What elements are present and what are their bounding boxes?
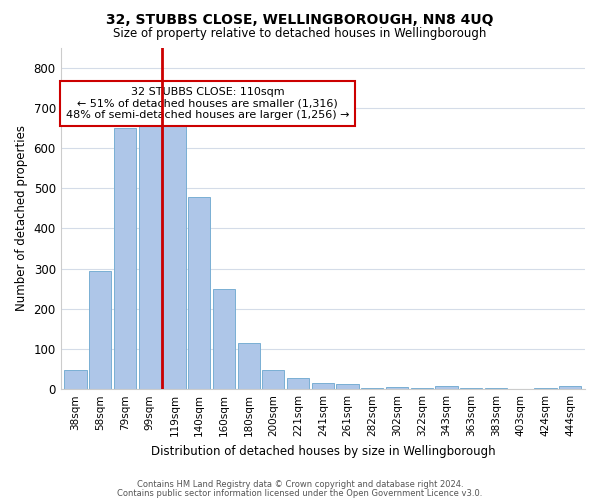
Text: 32, STUBBS CLOSE, WELLINGBOROUGH, NN8 4UQ: 32, STUBBS CLOSE, WELLINGBOROUGH, NN8 4U… — [106, 12, 494, 26]
Bar — [485, 388, 507, 389]
Bar — [213, 288, 235, 389]
Bar — [114, 128, 136, 389]
Bar — [436, 386, 458, 389]
Text: Contains public sector information licensed under the Open Government Licence v3: Contains public sector information licen… — [118, 488, 482, 498]
Bar — [534, 388, 557, 389]
Bar — [238, 343, 260, 389]
Bar — [188, 197, 210, 389]
Bar — [89, 272, 112, 389]
Bar — [262, 370, 284, 389]
Bar — [460, 388, 482, 389]
Bar — [64, 370, 86, 389]
Bar — [386, 387, 408, 389]
Bar — [410, 388, 433, 389]
X-axis label: Distribution of detached houses by size in Wellingborough: Distribution of detached houses by size … — [151, 444, 495, 458]
Text: 32 STUBBS CLOSE: 110sqm
← 51% of detached houses are smaller (1,316)
48% of semi: 32 STUBBS CLOSE: 110sqm ← 51% of detache… — [66, 87, 349, 120]
Bar — [361, 388, 383, 389]
Y-axis label: Number of detached properties: Number of detached properties — [15, 126, 28, 312]
Bar — [139, 124, 161, 389]
Bar — [312, 383, 334, 389]
Bar — [163, 120, 185, 389]
Text: Contains HM Land Registry data © Crown copyright and database right 2024.: Contains HM Land Registry data © Crown c… — [137, 480, 463, 489]
Bar — [337, 384, 359, 389]
Bar — [559, 386, 581, 389]
Text: Size of property relative to detached houses in Wellingborough: Size of property relative to detached ho… — [113, 26, 487, 40]
Bar — [287, 378, 309, 389]
